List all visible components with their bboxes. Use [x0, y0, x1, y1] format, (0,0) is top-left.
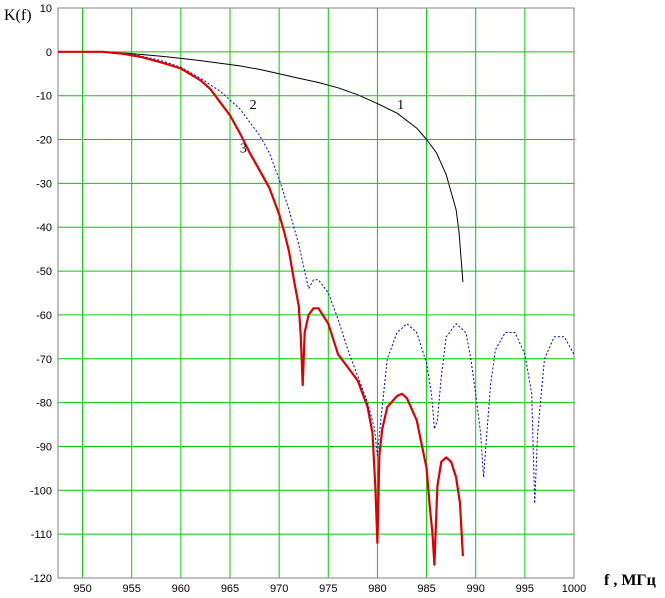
y-tick-label: -110 — [31, 529, 52, 541]
y-tick-label: -90 — [36, 441, 52, 453]
x-tick-label: 985 — [417, 583, 435, 595]
x-tick-label: 960 — [172, 583, 190, 595]
x-axis-label: f , МГц — [604, 572, 656, 589]
curve-label-2: 2 — [250, 98, 257, 113]
y-axis-tick-labels: 10 0 -10 -20 -30 -40 -50 -60 -70 -80 -90 -100 -110 -1… — [30, 3, 52, 585]
y-tick-label: -120 — [30, 573, 52, 585]
y-tick-label: 0 — [46, 47, 52, 59]
y-tick-label: -20 — [36, 135, 52, 147]
y-tick-label: -80 — [36, 398, 52, 410]
x-tick-label: 950 — [73, 583, 91, 595]
series-lines — [58, 50, 575, 566]
x-tick-label: 980 — [368, 583, 386, 595]
series-line-1 — [58, 51, 464, 283]
y-axis-label: K(f) — [4, 7, 32, 24]
curve-annotations: 1 2 3 — [240, 98, 404, 157]
series-line-3 — [58, 50, 464, 566]
x-tick-label: 990 — [467, 583, 485, 595]
x-tick-label: 995 — [516, 583, 534, 595]
x-tick-label: 955 — [123, 583, 141, 595]
plot-frame — [57, 7, 575, 579]
y-tick-label: -60 — [36, 310, 52, 322]
y-tick-label: -70 — [36, 354, 52, 366]
series-line-2 — [58, 51, 575, 504]
curve-label-1: 1 — [397, 98, 404, 113]
x-tick-label: 1000 — [562, 583, 586, 595]
y-tick-label: -30 — [36, 178, 52, 190]
x-tick-label: 965 — [221, 583, 239, 595]
y-tick-label: -50 — [36, 266, 52, 278]
y-tick-label: -10 — [36, 91, 52, 103]
x-tick-label: 975 — [319, 583, 337, 595]
y-tick-label: -100 — [30, 485, 52, 497]
curve-label-3: 3 — [240, 142, 247, 157]
x-tick-label: 970 — [270, 583, 288, 595]
x-axis-tick-labels: 950 955 960 965 970 975 980 985 990 995 1000 — [73, 583, 586, 595]
y-tick-label: -40 — [36, 222, 52, 234]
y-tick-label: 10 — [40, 3, 52, 15]
grid — [58, 7, 575, 579]
